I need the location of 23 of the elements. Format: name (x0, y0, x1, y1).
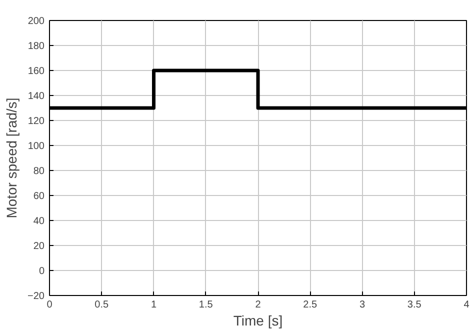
y-axis-title: Motor speed [rad/s] (4, 98, 20, 218)
x-tick-label: 1.5 (198, 300, 214, 310)
x-tick-label: 3 (359, 300, 366, 310)
y-tick-label: 200 (28, 16, 45, 27)
y-tick-label: 80 (33, 166, 45, 177)
x-tick-label: 2 (255, 300, 262, 310)
x-tick-label: 0.5 (94, 300, 110, 310)
y-tick-label: 60 (33, 191, 45, 202)
x-tick-label: 1 (150, 300, 157, 310)
x-axis-title: Time [s] (233, 312, 283, 328)
y-tick-label: 120 (28, 116, 45, 127)
y-tick-label: 20 (33, 241, 45, 252)
x-tick-label: 4 (464, 300, 470, 310)
x-tick-label: 0 (46, 300, 53, 310)
x-tick-label: 3.5 (407, 300, 422, 310)
y-tick-label: 160 (28, 66, 45, 77)
y-tick-label: 140 (28, 91, 45, 102)
y-tick-label: 100 (28, 141, 45, 152)
x-tick-label: 2.5 (303, 300, 318, 310)
y-tick-label: 180 (28, 41, 45, 52)
y-tick-label: 40 (33, 216, 45, 227)
y-tick-label: −20 (28, 291, 45, 302)
y-tick-label: 0 (38, 266, 45, 277)
